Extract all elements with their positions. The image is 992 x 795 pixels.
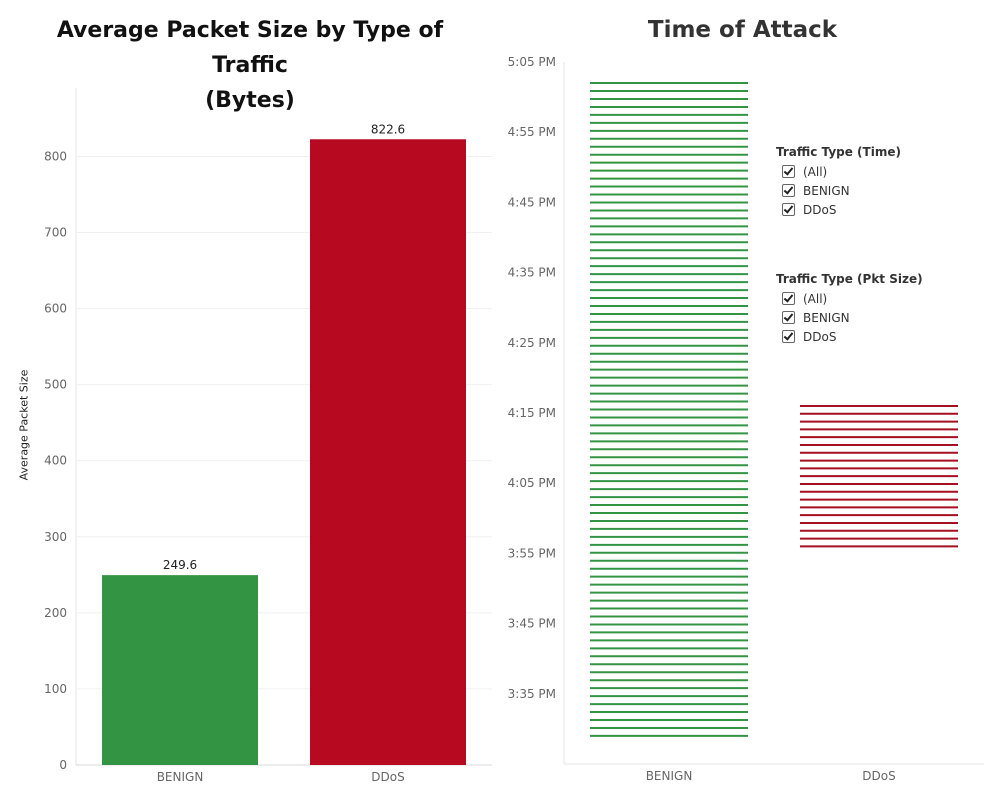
x-tick-label: DDoS bbox=[371, 770, 404, 784]
y-tick-label: 4:55 PM bbox=[508, 125, 556, 139]
filter-item-ddos[interactable]: DDoS bbox=[782, 327, 923, 346]
packet-size-bar-chart: 0 100 200 300 400 500 600 700 800 249.6 BENIGN 822.… bbox=[44, 88, 492, 784]
filter-item-benign[interactable]: BENIGN bbox=[782, 308, 923, 327]
y-tick-label: 4:05 PM bbox=[508, 476, 556, 490]
data-label: 822.6 bbox=[371, 122, 405, 136]
filter-item-label: BENIGN bbox=[803, 183, 850, 198]
checkbox-icon[interactable] bbox=[782, 330, 795, 343]
filter-item-label: DDoS bbox=[803, 202, 837, 217]
y-tick-label: 200 bbox=[44, 606, 67, 620]
filter-item-all[interactable]: (All) bbox=[782, 162, 901, 181]
filter-traffic-type-pkt-size: Traffic Type (Pkt Size) (All) BENIGN DDo… bbox=[776, 272, 923, 346]
filter-title: Traffic Type (Time) bbox=[776, 145, 901, 159]
bar-benign bbox=[102, 575, 258, 765]
x-tick-label: DDoS bbox=[862, 769, 895, 783]
checkbox-icon[interactable] bbox=[782, 203, 795, 216]
y-tick-label: 4:35 PM bbox=[508, 266, 556, 280]
y-tick-label: 600 bbox=[44, 302, 67, 316]
filter-item-label: (All) bbox=[803, 291, 828, 306]
checkbox-icon[interactable] bbox=[782, 184, 795, 197]
bar-chart-title-line2: (Bytes) bbox=[205, 88, 295, 113]
x-tick-label: BENIGN bbox=[646, 769, 693, 783]
filter-item-benign[interactable]: BENIGN bbox=[782, 181, 901, 200]
y-tick-label: 5:05 PM bbox=[508, 55, 556, 69]
y-tick-label: 3:55 PM bbox=[508, 546, 556, 560]
checkbox-icon[interactable] bbox=[782, 165, 795, 178]
y-tick-label: 3:35 PM bbox=[508, 687, 556, 701]
y-tick-label: 400 bbox=[44, 454, 67, 468]
x-tick-label: BENIGN bbox=[157, 770, 204, 784]
bar-chart-title: Average Packet Size by Type of Traffic (… bbox=[40, 13, 460, 118]
y-tick-label: 700 bbox=[44, 226, 67, 240]
filter-item-label: BENIGN bbox=[803, 310, 850, 325]
filter-traffic-type-time: Traffic Type (Time) (All) BENIGN DDoS bbox=[776, 145, 901, 219]
data-label: 249.6 bbox=[163, 558, 197, 572]
filter-item-ddos[interactable]: DDoS bbox=[782, 200, 901, 219]
filter-title: Traffic Type (Pkt Size) bbox=[776, 272, 923, 286]
checkbox-icon[interactable] bbox=[782, 292, 795, 305]
y-tick-label: 4:15 PM bbox=[508, 406, 556, 420]
checkbox-icon[interactable] bbox=[782, 311, 795, 324]
y-tick-label: 0 bbox=[59, 758, 67, 772]
time-chart-title: Time of Attack bbox=[647, 17, 838, 43]
y-tick-label: 300 bbox=[44, 530, 67, 544]
y-tick-label: 500 bbox=[44, 378, 67, 392]
filter-item-label: DDoS bbox=[803, 329, 837, 344]
y-tick-label: 100 bbox=[44, 682, 67, 696]
y-tick-label: 800 bbox=[44, 149, 67, 163]
y-tick-label: 4:25 PM bbox=[508, 336, 556, 350]
y-tick-label: 4:45 PM bbox=[508, 195, 556, 209]
filter-item-all[interactable]: (All) bbox=[782, 289, 923, 308]
filter-item-label: (All) bbox=[803, 164, 828, 179]
y-tick-label: 3:45 PM bbox=[508, 617, 556, 631]
bar-ddos bbox=[310, 139, 466, 766]
bar-chart-title-line1: Average Packet Size by Type of Traffic bbox=[56, 18, 444, 78]
